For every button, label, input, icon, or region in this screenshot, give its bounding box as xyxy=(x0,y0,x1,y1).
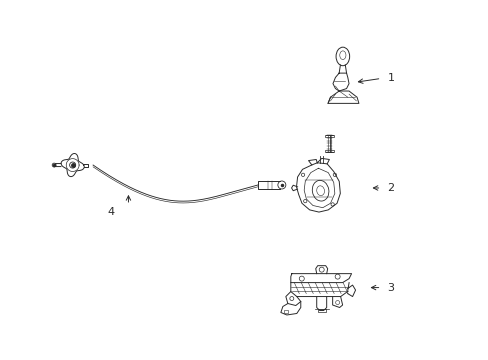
Text: 4: 4 xyxy=(107,207,114,217)
Bar xyxy=(283,310,287,314)
Text: 1: 1 xyxy=(386,73,394,84)
Bar xyxy=(317,310,325,312)
Text: 3: 3 xyxy=(386,283,394,293)
Bar xyxy=(325,135,333,137)
Bar xyxy=(325,150,333,152)
Text: 2: 2 xyxy=(386,183,394,193)
